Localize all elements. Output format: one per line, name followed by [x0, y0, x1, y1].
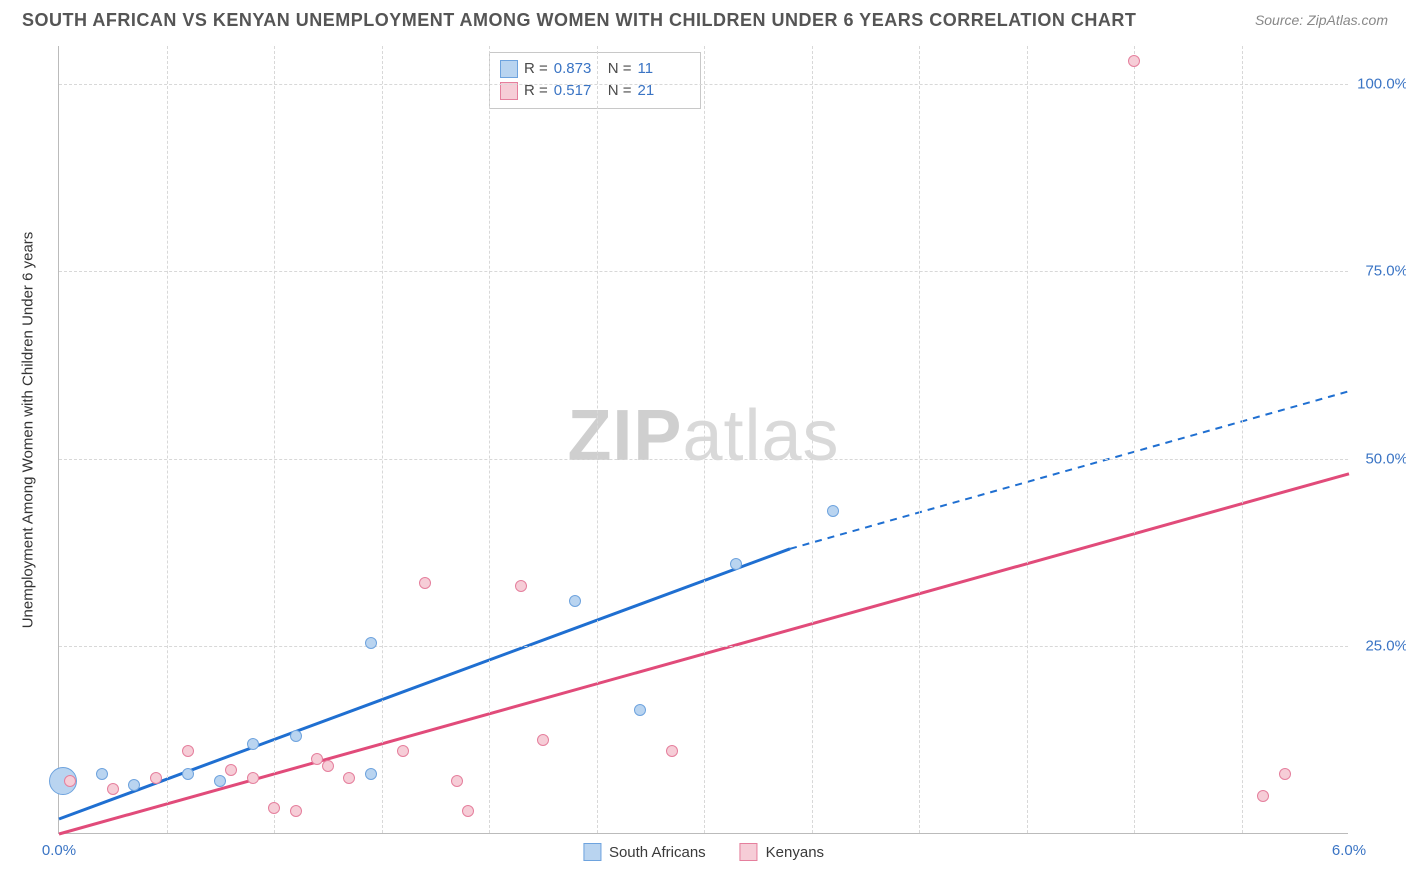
swatch-kenyans: [500, 82, 518, 100]
data-point-kenyans: [1128, 55, 1140, 67]
data-point-kenyans: [182, 745, 194, 757]
data-point-kenyans: [64, 775, 76, 787]
data-point-south_africans: [569, 595, 581, 607]
gridline-v: [167, 46, 168, 833]
watermark-zip: ZIP: [567, 395, 682, 475]
data-point-kenyans: [1257, 790, 1269, 802]
legend-swatch-south_africans: [583, 843, 601, 861]
gridline-v: [382, 46, 383, 833]
data-point-south_africans: [634, 704, 646, 716]
gridline-v: [597, 46, 598, 833]
source-attribution: Source: ZipAtlas.com: [1255, 12, 1388, 28]
data-point-kenyans: [311, 753, 323, 765]
trend-line-dashed-south_africans: [790, 391, 1349, 549]
y-tick-label: 100.0%: [1357, 75, 1406, 92]
data-point-south_africans: [96, 768, 108, 780]
data-point-kenyans: [397, 745, 409, 757]
chart-container: SOUTH AFRICAN VS KENYAN UNEMPLOYMENT AMO…: [0, 0, 1406, 892]
gridline-v: [704, 46, 705, 833]
data-point-kenyans: [268, 802, 280, 814]
data-point-kenyans: [419, 577, 431, 589]
gridline-v: [1242, 46, 1243, 833]
data-point-kenyans: [290, 805, 302, 817]
trend-line-south_africans: [59, 549, 790, 819]
data-point-kenyans: [515, 580, 527, 592]
stats-r-value: 0.873: [554, 58, 602, 80]
data-point-south_africans: [290, 730, 302, 742]
stats-n-label: N =: [608, 58, 632, 80]
y-tick-label: 25.0%: [1365, 638, 1406, 655]
data-point-kenyans: [1279, 768, 1291, 780]
data-point-south_africans: [214, 775, 226, 787]
data-point-south_africans: [827, 505, 839, 517]
gridline-v: [489, 46, 490, 833]
data-point-kenyans: [666, 745, 678, 757]
data-point-kenyans: [322, 760, 334, 772]
chart-title: SOUTH AFRICAN VS KENYAN UNEMPLOYMENT AMO…: [22, 10, 1136, 31]
data-point-kenyans: [451, 775, 463, 787]
plot-area: ZIPatlas R =0.873N =11R =0.517N =21 Sout…: [58, 46, 1348, 834]
stats-box: R =0.873N =11R =0.517N =21: [489, 52, 701, 109]
stats-row-south_africans: R = 0.873 N = 11: [500, 58, 686, 80]
data-point-south_africans: [182, 768, 194, 780]
legend-label: South Africans: [609, 844, 706, 861]
legend-item-kenyans[interactable]: Kenyans: [740, 843, 824, 861]
x-tick-label: 0.0%: [42, 842, 76, 859]
data-point-south_africans: [365, 768, 377, 780]
legend-item-south_africans[interactable]: South Africans: [583, 843, 706, 861]
data-point-south_africans: [128, 779, 140, 791]
legend-swatch-kenyans: [740, 843, 758, 861]
y-axis-label: Unemployment Among Women with Children U…: [20, 232, 37, 629]
swatch-south_africans: [500, 60, 518, 78]
gridline-v: [919, 46, 920, 833]
data-point-kenyans: [462, 805, 474, 817]
stats-r-label: R =: [524, 58, 548, 80]
data-point-kenyans: [150, 772, 162, 784]
data-point-kenyans: [537, 734, 549, 746]
data-point-kenyans: [107, 783, 119, 795]
stats-n-value: 11: [638, 58, 686, 80]
gridline-v: [1027, 46, 1028, 833]
watermark-atlas: atlas: [682, 395, 839, 475]
legend-label: Kenyans: [766, 844, 824, 861]
y-tick-label: 50.0%: [1365, 450, 1406, 467]
data-point-south_africans: [730, 558, 742, 570]
gridline-v: [1134, 46, 1135, 833]
data-point-south_africans: [247, 738, 259, 750]
data-point-kenyans: [247, 772, 259, 784]
gridline-v: [812, 46, 813, 833]
data-point-south_africans: [365, 637, 377, 649]
data-point-kenyans: [343, 772, 355, 784]
x-tick-label: 6.0%: [1332, 842, 1366, 859]
y-tick-label: 75.0%: [1365, 263, 1406, 280]
data-point-kenyans: [225, 764, 237, 776]
gridline-v: [274, 46, 275, 833]
legend: South Africans Kenyans: [583, 843, 824, 861]
